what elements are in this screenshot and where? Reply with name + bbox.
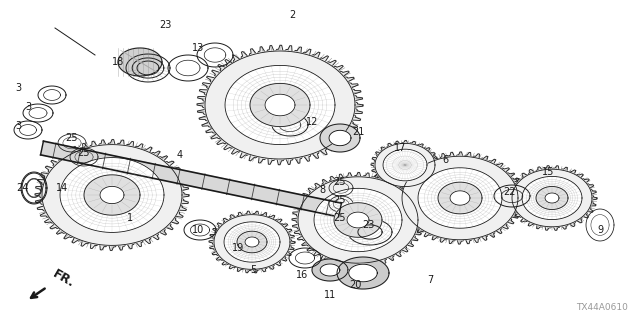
Text: TX44A0610: TX44A0610 [576,303,628,312]
Text: 23: 23 [159,20,171,30]
Polygon shape [371,140,439,189]
Polygon shape [312,259,348,281]
Text: 9: 9 [597,225,603,235]
Polygon shape [347,212,369,228]
Text: 17: 17 [394,143,406,153]
Text: 3: 3 [15,83,21,93]
Polygon shape [329,130,351,146]
Polygon shape [512,169,592,227]
Text: 14: 14 [56,183,68,193]
Polygon shape [438,182,482,214]
Text: 24: 24 [16,183,28,193]
Polygon shape [383,149,427,181]
Text: 15: 15 [542,167,554,177]
Polygon shape [245,237,259,247]
Polygon shape [84,175,140,215]
Text: 13: 13 [192,43,204,53]
Polygon shape [507,166,597,230]
Polygon shape [320,264,340,276]
Text: 16: 16 [296,270,308,280]
Text: 23: 23 [362,220,374,230]
Polygon shape [197,45,363,165]
Polygon shape [536,187,568,210]
Polygon shape [522,176,582,220]
Text: 18: 18 [112,57,124,67]
Text: 4: 4 [177,150,183,160]
Polygon shape [292,172,424,268]
Polygon shape [100,186,124,204]
Polygon shape [349,264,378,282]
Polygon shape [118,48,162,76]
Polygon shape [450,191,470,205]
Polygon shape [545,193,559,203]
Polygon shape [298,177,418,263]
Polygon shape [358,225,382,239]
Text: FR.: FR. [50,267,77,290]
Text: 25: 25 [333,195,346,205]
Text: 20: 20 [349,280,361,290]
Polygon shape [418,168,502,228]
Polygon shape [265,94,295,116]
Polygon shape [60,157,164,232]
Text: 7: 7 [427,275,433,285]
Text: 25: 25 [333,177,346,187]
Text: 19: 19 [232,243,244,253]
Polygon shape [348,219,392,245]
Polygon shape [225,65,335,145]
Polygon shape [214,215,290,269]
Text: 2: 2 [289,10,295,20]
Polygon shape [205,51,355,159]
Polygon shape [42,145,182,245]
Text: 25: 25 [77,148,90,158]
Polygon shape [35,140,189,251]
Polygon shape [250,84,310,127]
Text: 3: 3 [15,121,21,131]
Polygon shape [337,257,389,289]
Text: 5: 5 [250,265,256,275]
Text: 12: 12 [306,117,318,127]
Text: 6: 6 [442,155,448,165]
Polygon shape [209,211,295,273]
Polygon shape [334,203,382,237]
Text: 21: 21 [352,127,364,137]
Text: 10: 10 [192,225,204,235]
Polygon shape [40,141,341,217]
Polygon shape [320,124,360,152]
Text: 25: 25 [66,133,78,143]
Polygon shape [396,152,524,244]
Polygon shape [224,222,280,262]
Polygon shape [314,188,402,252]
Polygon shape [118,48,162,76]
Polygon shape [375,143,435,187]
Text: 11: 11 [324,290,336,300]
Polygon shape [402,156,518,240]
Text: 22: 22 [504,187,516,197]
Text: 8: 8 [319,185,325,195]
Polygon shape [237,231,267,253]
Text: 3: 3 [25,102,31,112]
Text: 1: 1 [127,213,133,223]
Text: 25: 25 [333,213,346,223]
